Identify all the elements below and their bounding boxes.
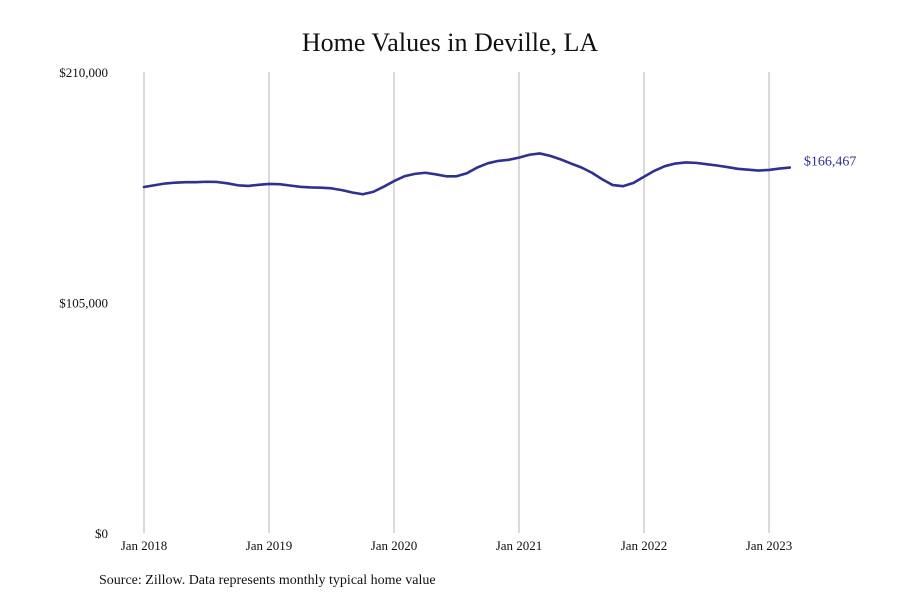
x-tick-label: Jan 2021: [496, 538, 543, 553]
y-tick-label: $210,000: [59, 65, 108, 80]
x-tick-label: Jan 2022: [621, 538, 668, 553]
y-tick-label: $0: [95, 526, 108, 541]
y-tick-label: $105,000: [59, 296, 108, 311]
source-note: Source: Zillow. Data represents monthly …: [99, 573, 436, 588]
series-line: [142, 152, 792, 196]
x-tick-label: Jan 2023: [746, 538, 793, 553]
x-tick-label: Jan 2019: [246, 538, 293, 553]
x-tick-label: Jan 2020: [371, 538, 418, 553]
last-value-label: $166,467: [804, 155, 857, 170]
chart-title: Home Values in Deville, LA: [301, 28, 599, 57]
x-tick-label: Jan 2018: [121, 538, 168, 553]
